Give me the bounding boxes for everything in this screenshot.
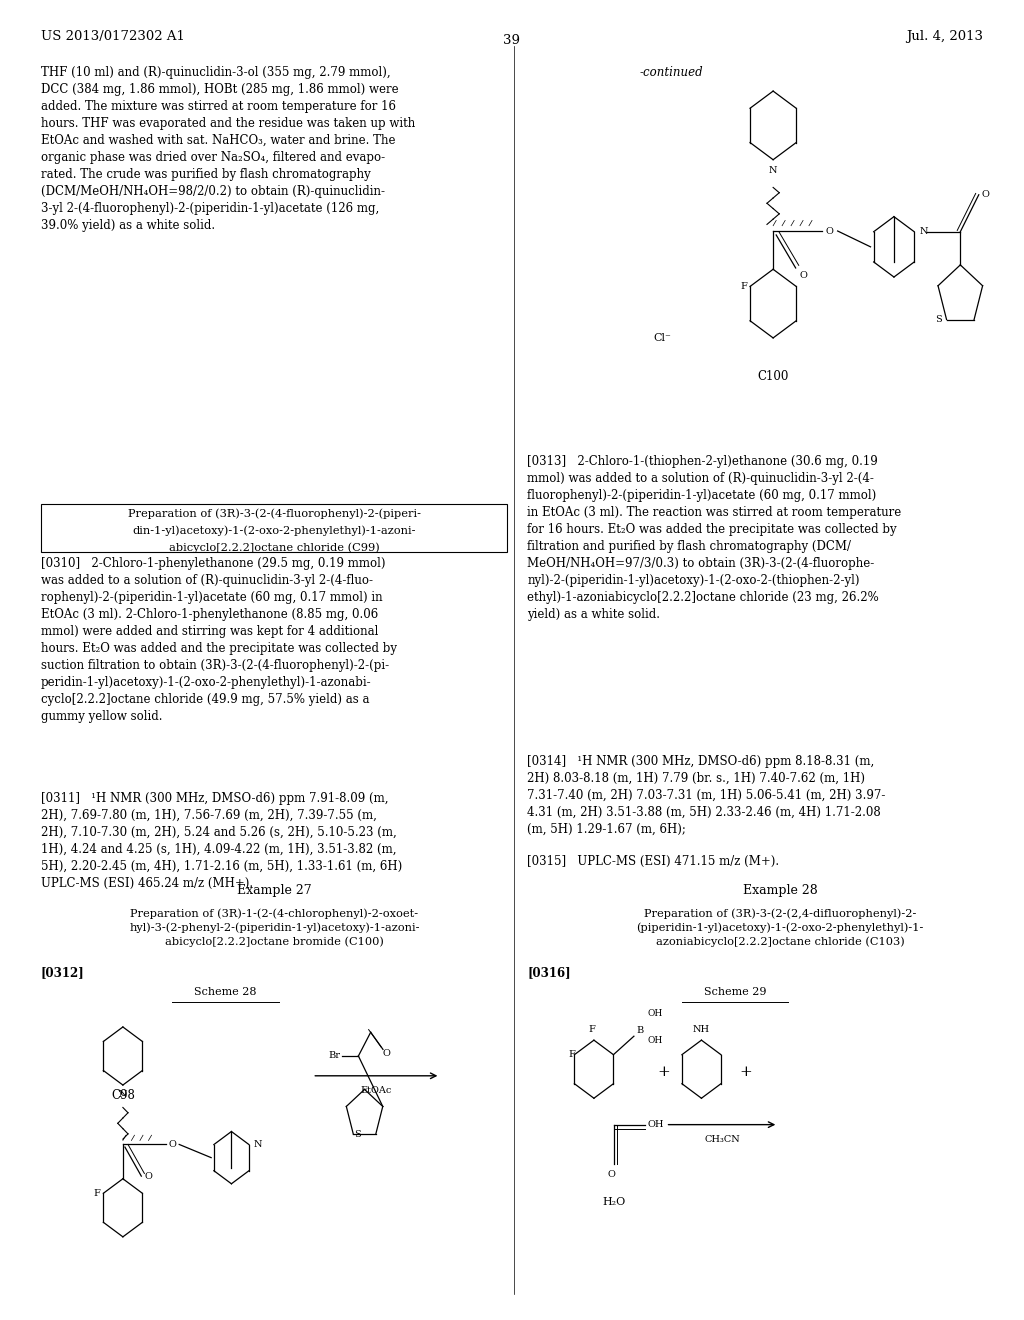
Text: [0312]: [0312] — [41, 966, 85, 979]
Text: Example 27: Example 27 — [238, 884, 311, 898]
Text: [0311]   ¹H NMR (300 MHz, DMSO-d6) ppm 7.91-8.09 (m,
2H), 7.69-7.80 (m, 1H), 7.5: [0311] ¹H NMR (300 MHz, DMSO-d6) ppm 7.9… — [41, 792, 402, 890]
Text: C100: C100 — [758, 370, 788, 383]
Text: N: N — [769, 166, 777, 176]
Text: -continued: -continued — [640, 66, 703, 79]
Text: Cl⁻: Cl⁻ — [653, 333, 671, 343]
Text: F: F — [589, 1024, 595, 1034]
Text: O: O — [607, 1170, 615, 1179]
Text: US 2013/0172302 A1: US 2013/0172302 A1 — [41, 30, 185, 44]
Text: [0313]   2-Chloro-1-(thiophen-2-yl)ethanone (30.6 mg, 0.19
mmol) was added to a : [0313] 2-Chloro-1-(thiophen-2-yl)ethanon… — [527, 455, 901, 622]
Text: Scheme 29: Scheme 29 — [703, 987, 767, 998]
Text: din-1-yl)acetoxy)-1-(2-oxo-2-phenylethyl)-1-azoni-: din-1-yl)acetoxy)-1-(2-oxo-2-phenylethyl… — [133, 525, 416, 536]
Text: [0316]: [0316] — [527, 966, 571, 979]
Text: Br: Br — [328, 1052, 340, 1060]
Text: O: O — [168, 1140, 176, 1148]
Text: NH: NH — [693, 1024, 710, 1034]
Text: F: F — [93, 1189, 100, 1197]
Text: O: O — [825, 227, 834, 235]
Text: Scheme 28: Scheme 28 — [194, 987, 257, 998]
Text: [0314]   ¹H NMR (300 MHz, DMSO-d6) ppm 8.18-8.31 (m,
2H) 8.03-8.18 (m, 1H) 7.79 : [0314] ¹H NMR (300 MHz, DMSO-d6) ppm 8.1… — [527, 755, 886, 836]
Text: B: B — [636, 1027, 643, 1035]
Text: OH: OH — [647, 1008, 663, 1018]
Text: Preparation of (3R)-3-(2-(2,4-difluorophenyl)-2-
(piperidin-1-yl)acetoxy)-1-(2-o: Preparation of (3R)-3-(2-(2,4-difluoroph… — [637, 908, 924, 946]
Text: H₂O: H₂O — [603, 1197, 626, 1208]
Text: N: N — [119, 1090, 127, 1100]
Text: O: O — [383, 1049, 391, 1057]
Text: EtOAc: EtOAc — [360, 1086, 392, 1096]
Text: O: O — [144, 1172, 153, 1180]
Text: abicyclo[2.2.2]octane chloride (C99): abicyclo[2.2.2]octane chloride (C99) — [169, 543, 380, 553]
Text: CH₃CN: CH₃CN — [705, 1135, 739, 1144]
Text: F: F — [568, 1051, 575, 1059]
Text: S: S — [935, 315, 941, 323]
Text: S: S — [354, 1130, 361, 1139]
Text: +: + — [657, 1065, 670, 1078]
Text: O: O — [800, 271, 808, 280]
Text: Jul. 4, 2013: Jul. 4, 2013 — [906, 30, 983, 44]
Text: THF (10 ml) and (R)-quinuclidin-3-ol (355 mg, 2.79 mmol),
DCC (384 mg, 1.86 mmol: THF (10 ml) and (R)-quinuclidin-3-ol (35… — [41, 66, 415, 232]
Text: OH: OH — [647, 1121, 664, 1129]
Text: Example 28: Example 28 — [743, 884, 817, 898]
Text: Preparation of (3R)-3-(2-(4-fluorophenyl)-2-(piperi-: Preparation of (3R)-3-(2-(4-fluorophenyl… — [128, 508, 421, 519]
Text: [0310]   2-Chloro-1-phenylethanone (29.5 mg, 0.19 mmol)
was added to a solution : [0310] 2-Chloro-1-phenylethanone (29.5 m… — [41, 557, 397, 723]
Text: C98: C98 — [111, 1089, 135, 1102]
Text: O: O — [982, 190, 990, 199]
Text: Preparation of (3R)-1-(2-(4-chlorophenyl)-2-oxoet-
hyl)-3-(2-phenyl-2-(piperidin: Preparation of (3R)-1-(2-(4-chlorophenyl… — [129, 908, 420, 946]
Text: N: N — [920, 227, 928, 236]
Text: OH: OH — [647, 1036, 663, 1045]
Bar — [41, 504, 507, 552]
Text: F: F — [740, 282, 748, 290]
Text: [0315]   UPLC-MS (ESI) 471.15 m/z (M+).: [0315] UPLC-MS (ESI) 471.15 m/z (M+). — [527, 855, 779, 869]
Text: +: + — [739, 1065, 752, 1078]
Text: N: N — [253, 1140, 261, 1150]
Text: 39: 39 — [504, 34, 520, 48]
